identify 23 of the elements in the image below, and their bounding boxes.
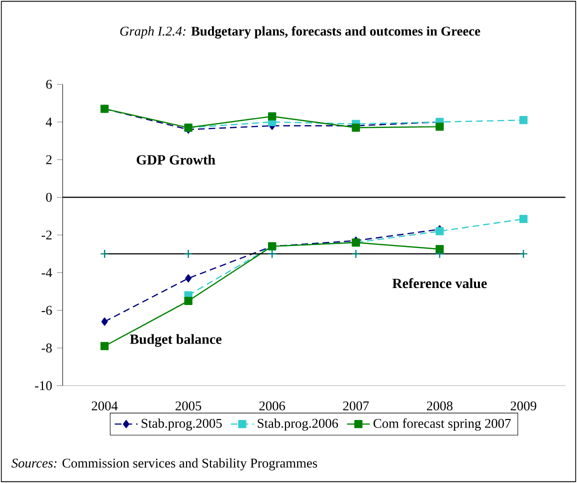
annotation: Budget balance [130,334,222,347]
x-tick-label: 2008 [426,401,453,410]
y-tick-label: -6 [42,306,52,315]
x-tick-label: 2007 [343,401,369,410]
legend-label: Stab.prog.2005 [142,418,222,431]
legend-label: Stab.prog.2006 [258,418,338,431]
y-tick-label: 6 [46,80,52,89]
series-label: Reference value [392,278,487,288]
annotation: GDP Growth [136,154,216,165]
chart-title: Graph I.2.4: Budgetary plans, forecasts and outcomes in Greece [120,26,480,38]
text: Sources: Commission services and Stability Programmes [12,458,318,470]
x-tick-label: 2004 [92,401,118,410]
legend-label: Com forecast spring 2007 [374,418,511,431]
y-tick-label: -8 [42,344,52,352]
y-tick-label: 2 [46,155,52,164]
y-tick-label: 0 [46,192,52,202]
y-tick-label: -10 [35,381,52,390]
y-tick-label: -2 [42,230,52,240]
y-tick-label: -4 [42,268,52,278]
x-tick-label: 2005 [176,401,202,410]
x-tick-label: 2006 [259,401,286,410]
y-tick-label: 4 [46,118,52,126]
x-tick-label: 2009 [510,401,536,410]
